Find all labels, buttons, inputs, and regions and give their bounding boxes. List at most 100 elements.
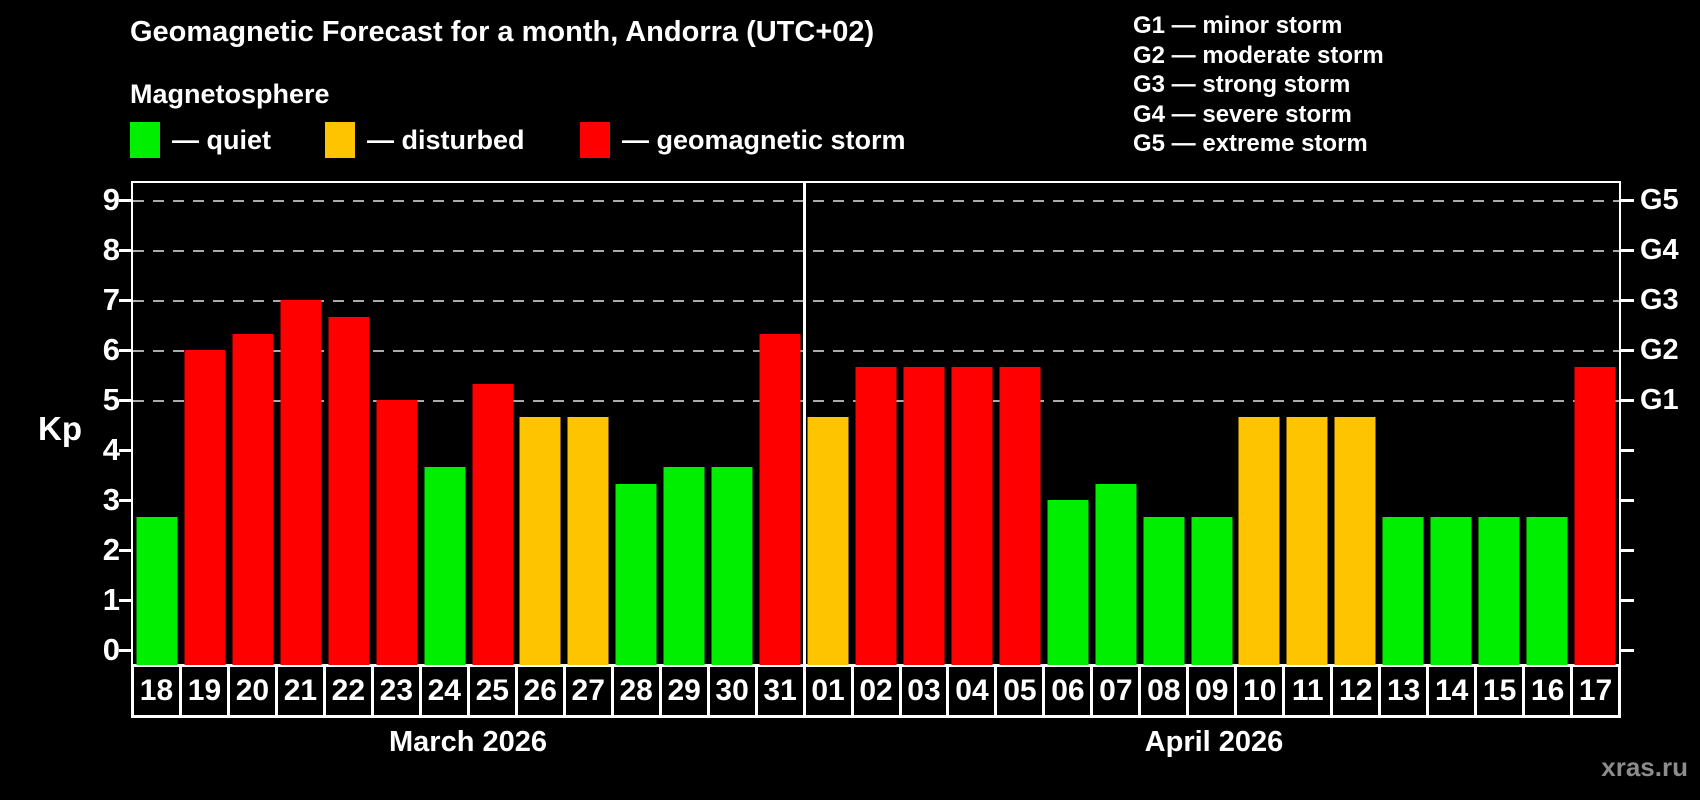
y-tick-label-4: 4	[102, 432, 120, 467]
day-slot-23	[373, 183, 421, 665]
storm-scale-line-g5: G5 — extreme storm	[1133, 130, 1368, 157]
kp-bar-day-14	[1430, 516, 1472, 665]
right-tick-mark-5	[1621, 398, 1634, 402]
kp-bar-day-19	[184, 350, 226, 665]
day-slot-27	[564, 183, 612, 665]
day-cell-07: 07	[1090, 667, 1138, 715]
day-cell-31: 31	[754, 667, 803, 715]
month-boundary-line	[802, 183, 806, 665]
day-slot-30	[708, 183, 756, 665]
storm-scale-legend: G1 — minor storm G2 — moderate storm G3 — …	[1133, 11, 1384, 159]
left-tick-mark-0	[119, 648, 131, 652]
storm-color-swatch	[580, 122, 610, 158]
day-slot-02	[852, 183, 900, 665]
kp-bar-day-04	[951, 366, 993, 665]
kp-bar-day-23	[376, 400, 418, 665]
gridline-kp-6	[133, 350, 1619, 352]
right-tick-mark-0	[1621, 648, 1634, 652]
day-cell-21: 21	[274, 667, 323, 715]
right-tick-mark-7	[1621, 298, 1634, 302]
day-cell-20: 20	[226, 667, 275, 715]
kp-bar-day-20	[232, 333, 274, 665]
day-slot-03	[900, 183, 948, 665]
kp-bar-day-05	[999, 366, 1041, 665]
storm-scale-line-g2: G2 — moderate storm	[1133, 41, 1384, 69]
kp-bar-day-01	[807, 416, 849, 665]
day-cell-26: 26	[514, 667, 563, 715]
day-cell-25: 25	[466, 667, 515, 715]
right-tick-mark-3	[1621, 498, 1634, 502]
day-cell-12: 12	[1330, 667, 1378, 715]
legend-item-quiet: — quiet	[130, 121, 271, 159]
day-cell-22: 22	[322, 667, 371, 715]
right-axis-label-g5: G5	[1640, 184, 1679, 216]
day-axis-strip: 18 19 20 21 22 23 24 25 26 27 28 29 30 31 01 02 03 04 05 06…	[131, 664, 1621, 718]
day-slot-04	[948, 183, 996, 665]
right-axis-label-g2: G2	[1640, 334, 1679, 366]
storm-scale-line-g1: G1 — minor storm	[1133, 12, 1343, 39]
kp-bar-day-10	[1238, 416, 1280, 665]
kp-bar-day-29	[663, 466, 705, 665]
day-slot-10	[1236, 183, 1284, 665]
disturbed-color-swatch	[325, 122, 355, 158]
kp-bar-day-09	[1191, 516, 1233, 665]
day-cell-02: 02	[850, 667, 899, 715]
kp-bar-day-03	[903, 366, 945, 665]
day-slot-24	[421, 183, 469, 665]
kp-bar-day-27	[567, 416, 609, 665]
day-slot-16	[1523, 183, 1571, 665]
kp-bar-day-25	[472, 383, 513, 665]
kp-bar-day-06	[1047, 500, 1089, 665]
kp-bar-day-12	[1334, 416, 1376, 665]
day-cell-05: 05	[994, 667, 1042, 715]
y-tick-label-6: 6	[102, 332, 120, 367]
day-cell-03: 03	[898, 667, 947, 715]
y-tick-label-0: 0	[102, 632, 120, 667]
day-slot-15	[1475, 183, 1523, 665]
day-slot-25	[469, 183, 517, 665]
gridline-kp-9	[133, 200, 1619, 202]
day-cell-29: 29	[658, 667, 707, 715]
kp-bar-day-18	[136, 516, 178, 665]
chart-title: Geomagnetic Forecast for a month, Andorr…	[130, 16, 875, 48]
legend-label-disturbed: — disturbed	[367, 124, 525, 155]
month-label-april: April 2026	[1144, 726, 1284, 758]
day-cell-09: 09	[1186, 667, 1234, 715]
day-cell-01: 01	[802, 667, 851, 715]
day-cell-18: 18	[139, 674, 174, 707]
left-tick-mark-9	[119, 198, 131, 202]
kp-bar-day-11	[1286, 416, 1328, 665]
day-slot-13	[1379, 183, 1427, 665]
left-tick-mark-8	[119, 248, 131, 252]
kp-bar-day-02	[855, 366, 897, 665]
day-slot-09	[1188, 183, 1236, 665]
day-slot-01	[804, 183, 852, 665]
day-slot-11	[1283, 183, 1331, 665]
day-slot-05	[996, 183, 1044, 665]
quiet-color-swatch	[130, 122, 160, 158]
day-cell-17: 17	[1570, 667, 1618, 715]
legend-label-storm: — geomagnetic storm	[622, 124, 906, 155]
right-axis-label-g4: G4	[1640, 234, 1679, 266]
day-slot-14	[1427, 183, 1475, 665]
left-tick-mark-6	[119, 348, 131, 352]
kp-bar-day-28	[615, 483, 657, 665]
y-tick-label-9: 9	[102, 182, 120, 217]
right-axis-label-g3: G3	[1640, 284, 1679, 316]
day-slot-12	[1331, 183, 1379, 665]
gridline-kp-8	[133, 250, 1619, 252]
day-slot-19	[181, 183, 229, 665]
kp-bar-day-15	[1478, 516, 1520, 665]
day-slot-06	[1044, 183, 1092, 665]
day-cell-11: 11	[1282, 667, 1330, 715]
right-tick-mark-8	[1621, 248, 1634, 252]
right-tick-mark-6	[1621, 348, 1634, 352]
y-tick-label-1: 1	[102, 582, 120, 617]
right-tick-mark-9	[1621, 198, 1634, 202]
day-cell-13: 13	[1378, 667, 1426, 715]
day-cell-30: 30	[706, 667, 755, 715]
day-slot-21	[277, 183, 325, 665]
left-tick-mark-4	[119, 448, 131, 452]
y-tick-label-2: 2	[102, 532, 120, 567]
day-cell-27: 27	[562, 667, 611, 715]
